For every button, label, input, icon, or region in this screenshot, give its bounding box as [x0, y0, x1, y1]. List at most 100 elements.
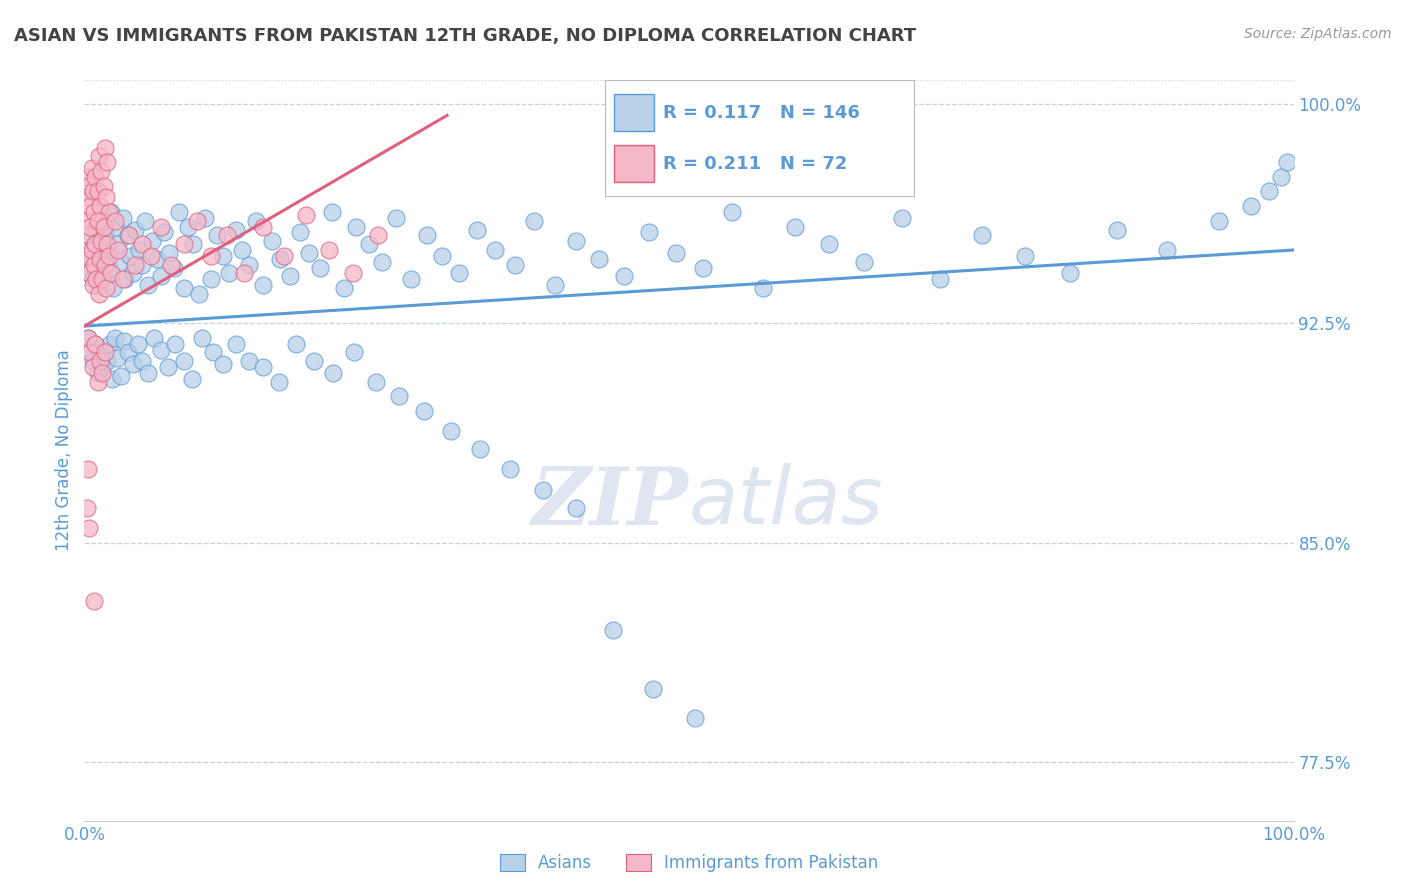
Point — [84, 169, 107, 184]
Point — [104, 219, 127, 234]
Point — [357, 237, 380, 252]
Point — [181, 237, 204, 252]
Point — [638, 226, 661, 240]
Point — [173, 354, 195, 368]
Point — [212, 249, 235, 263]
Point — [321, 205, 343, 219]
Point — [173, 281, 195, 295]
Point — [77, 267, 100, 281]
Point — [131, 237, 153, 252]
Point — [79, 345, 101, 359]
Point — [77, 267, 100, 281]
Point — [118, 228, 141, 243]
Point — [96, 354, 118, 368]
Point — [89, 199, 111, 213]
Point — [503, 258, 526, 272]
Text: R = 0.211   N = 72: R = 0.211 N = 72 — [664, 155, 848, 173]
Point — [76, 500, 98, 515]
Point — [80, 161, 103, 175]
Point — [94, 140, 117, 154]
Point — [90, 234, 112, 248]
Point — [467, 222, 489, 236]
Text: atlas: atlas — [689, 463, 884, 541]
Point — [124, 222, 146, 236]
Point — [1014, 249, 1036, 263]
Point — [87, 149, 110, 163]
FancyBboxPatch shape — [614, 145, 654, 182]
Point — [188, 286, 211, 301]
Point — [86, 375, 108, 389]
Point — [77, 331, 100, 345]
Point — [156, 360, 179, 375]
Point — [565, 234, 588, 248]
Point — [149, 269, 172, 284]
Point — [121, 267, 143, 281]
Point — [110, 254, 132, 268]
Point — [343, 345, 366, 359]
Point — [1059, 267, 1081, 281]
Point — [94, 246, 117, 260]
Point — [94, 190, 117, 204]
Point — [225, 222, 247, 236]
Point — [231, 243, 253, 257]
Point — [79, 343, 101, 357]
Point — [153, 226, 176, 240]
Point — [80, 243, 103, 257]
Point — [523, 213, 546, 227]
Point — [484, 243, 506, 257]
Point — [89, 354, 111, 368]
Point — [141, 234, 163, 248]
Point — [86, 213, 108, 227]
Point — [200, 249, 222, 263]
Point — [86, 185, 108, 199]
Point — [269, 252, 291, 266]
Point — [267, 375, 290, 389]
Point — [91, 252, 114, 266]
Point — [318, 243, 340, 257]
Point — [245, 213, 267, 227]
Point — [252, 278, 274, 293]
Point — [157, 246, 180, 260]
Point — [96, 155, 118, 169]
Point — [641, 681, 664, 696]
Point — [76, 249, 98, 263]
Point — [89, 348, 111, 362]
Point — [302, 354, 325, 368]
Point — [83, 205, 105, 219]
Legend: Asians, Immigrants from Pakistan: Asians, Immigrants from Pakistan — [494, 847, 884, 879]
Point — [1105, 222, 1128, 236]
Point — [565, 500, 588, 515]
Point — [80, 228, 103, 243]
Point — [284, 336, 308, 351]
Point — [91, 213, 114, 227]
Point — [124, 258, 146, 272]
Point — [112, 334, 135, 348]
Point — [238, 258, 260, 272]
Point — [385, 211, 408, 225]
Point — [93, 269, 115, 284]
Point — [89, 252, 111, 266]
Point — [79, 249, 101, 263]
Point — [929, 272, 952, 286]
Point — [346, 219, 368, 234]
Point — [77, 213, 100, 227]
Point — [288, 226, 311, 240]
Point — [212, 357, 235, 371]
Point — [83, 258, 105, 272]
Point — [138, 366, 160, 380]
Point — [181, 372, 204, 386]
Point — [186, 213, 208, 227]
Point — [91, 272, 114, 286]
Point — [721, 205, 744, 219]
Point — [87, 278, 110, 293]
Point — [86, 272, 108, 286]
Point — [77, 178, 100, 193]
Point — [602, 624, 624, 638]
Point — [90, 164, 112, 178]
Point — [82, 185, 104, 199]
Point — [364, 375, 387, 389]
Point — [110, 368, 132, 383]
Point — [91, 360, 114, 375]
Point — [84, 237, 107, 252]
Point — [134, 213, 156, 227]
